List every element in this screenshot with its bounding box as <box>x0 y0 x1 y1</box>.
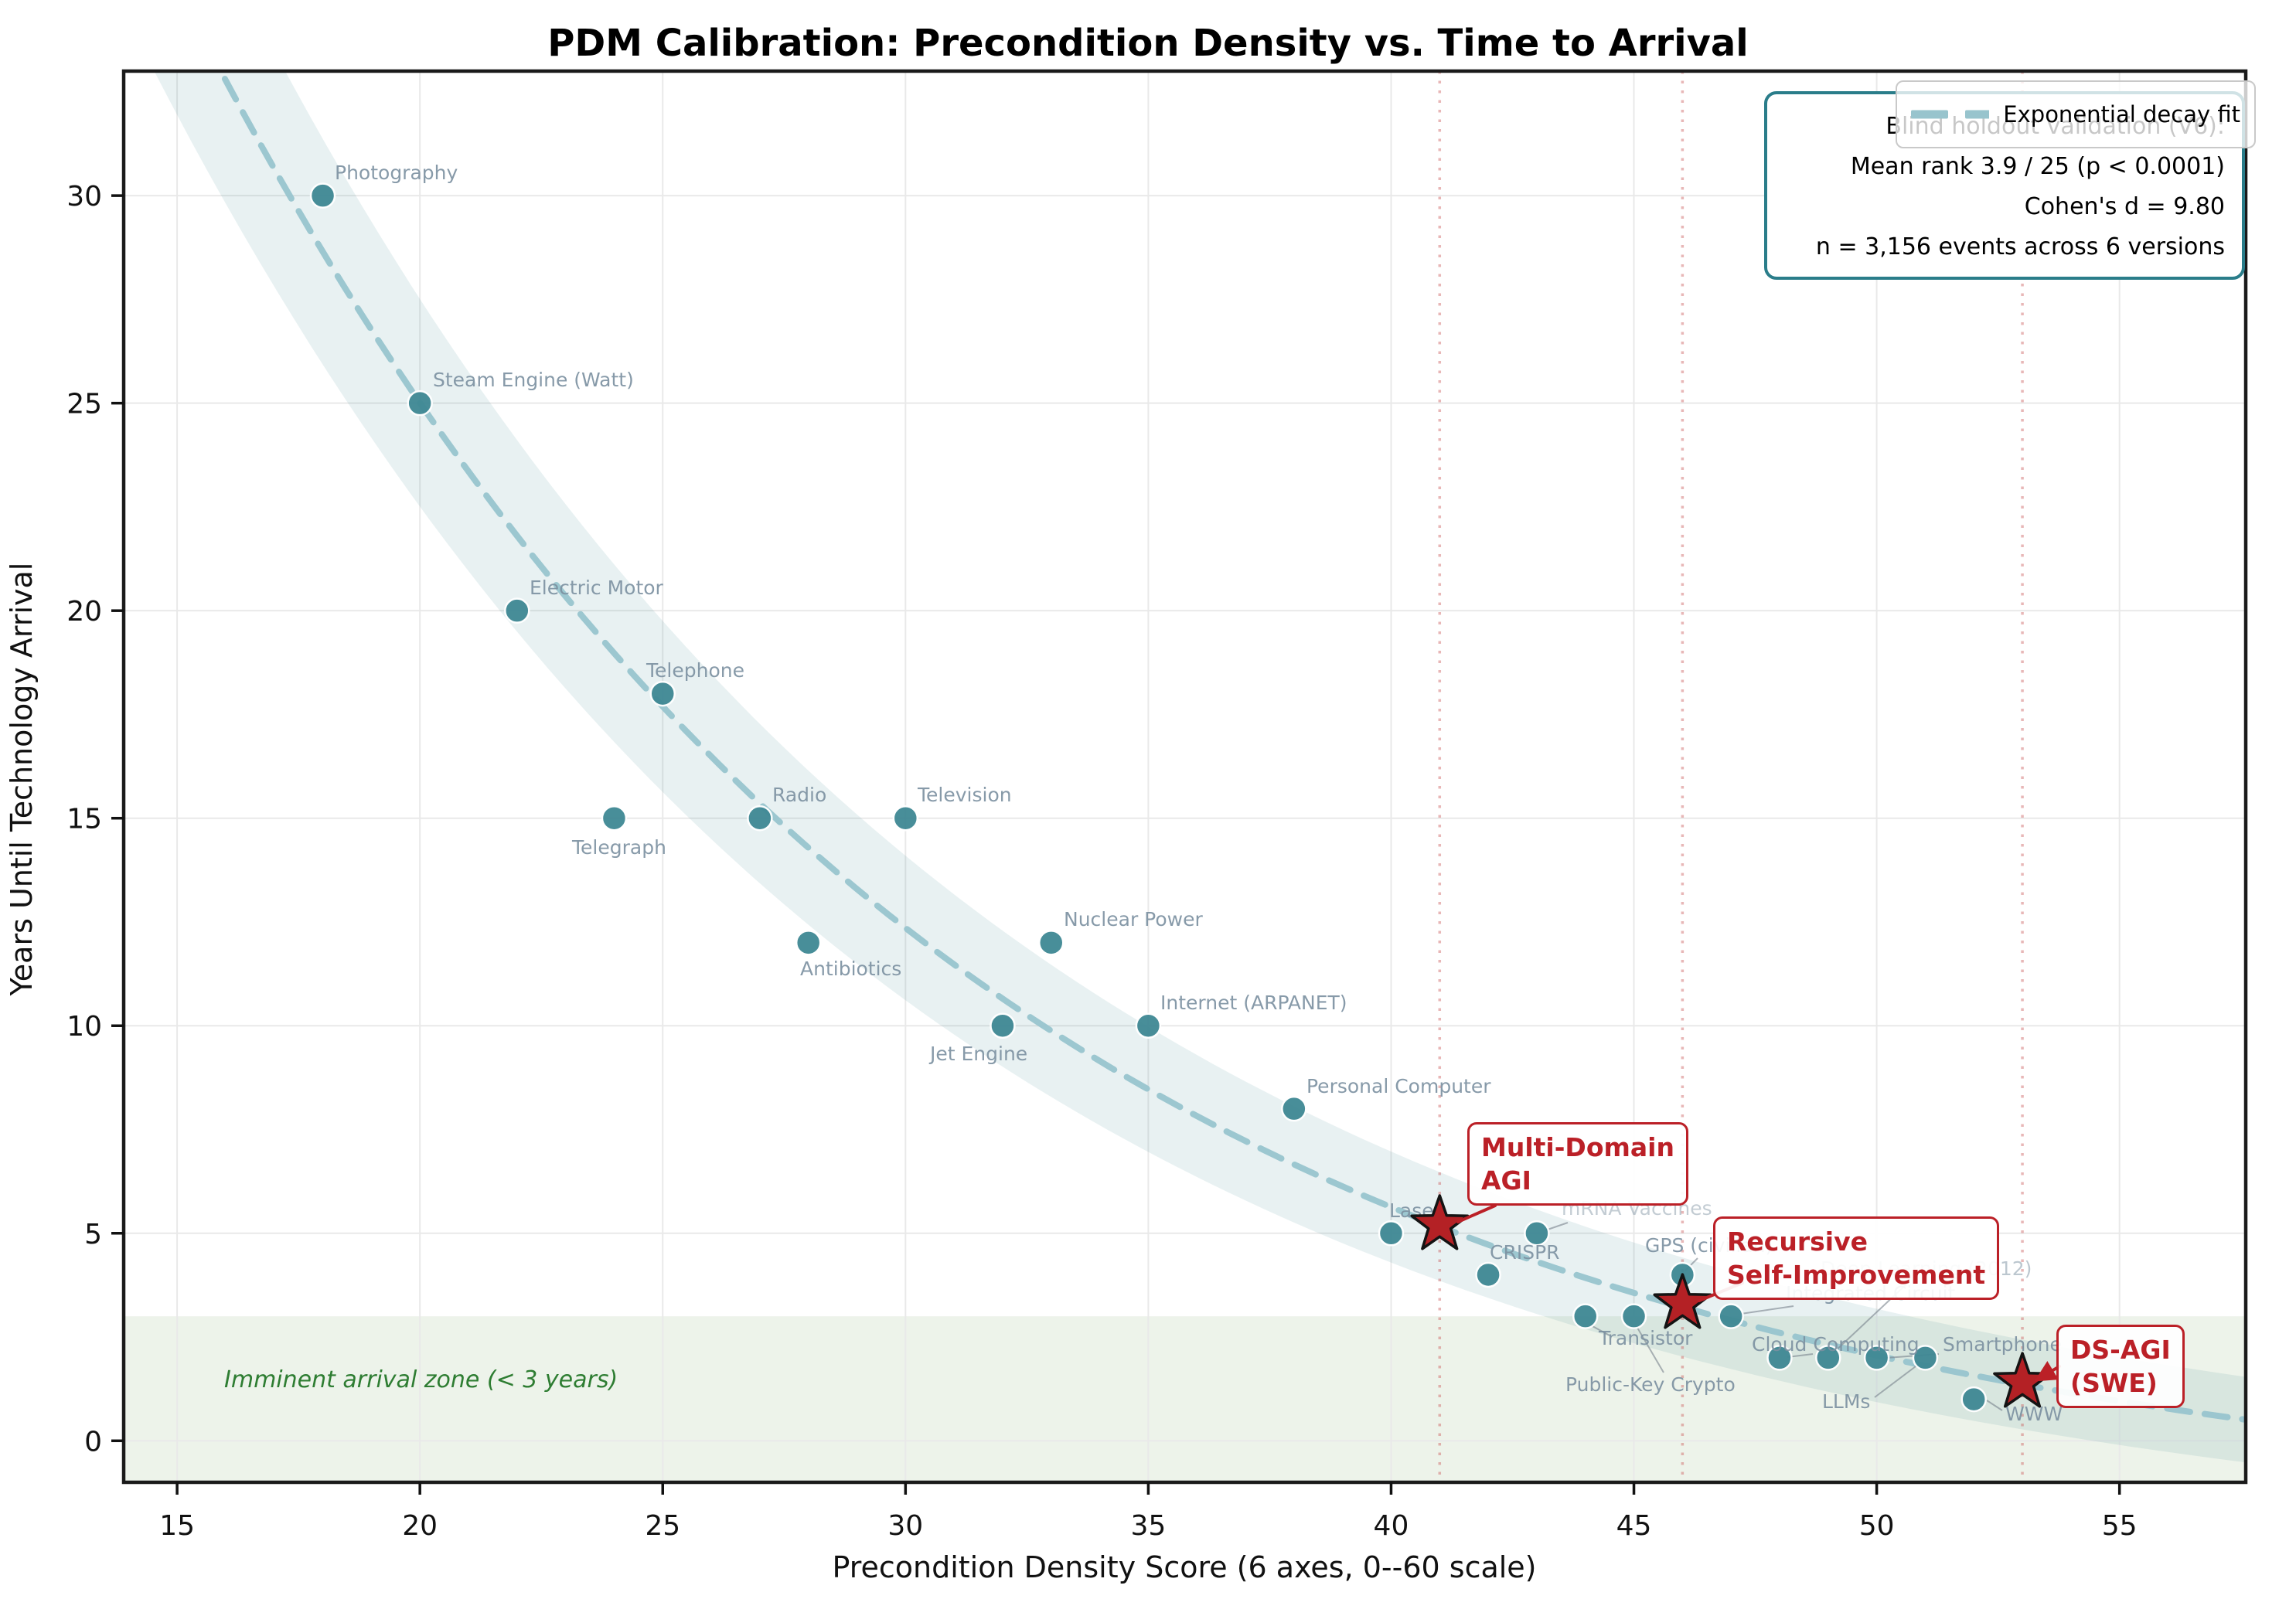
tick-label: 45 <box>1616 1510 1652 1542</box>
tick-label: 30 <box>66 181 102 213</box>
data-point-mrna-vaccines <box>1524 1220 1550 1247</box>
point-label: CRISPR <box>1490 1241 1560 1264</box>
data-point-nuclear-power <box>1038 930 1065 956</box>
tick-label: 20 <box>402 1510 438 1542</box>
label-leader-line <box>1874 1363 1920 1398</box>
annotation-multi-domain-agi: Multi-Domain AGI <box>1467 1122 1688 1206</box>
fit-confidence-band <box>154 71 2246 1463</box>
point-label: Internet (ARPANET) <box>1160 992 1347 1014</box>
data-point-television <box>892 805 919 832</box>
fit-curve <box>217 71 2246 1424</box>
plot-border <box>121 69 2248 1485</box>
label-leader-line <box>1740 1305 1794 1315</box>
tick-label: 15 <box>159 1510 195 1542</box>
imminent-zone-label: Imminent arrival zone (< 3 years) <box>224 1366 618 1393</box>
tick-label: 55 <box>2102 1510 2138 1542</box>
legend: Exponential decay fit <box>1896 80 2256 148</box>
data-point-photography <box>309 182 336 209</box>
x-axis-label: Precondition Density Score (6 axes, 0--6… <box>832 1550 1537 1584</box>
tick-label: 10 <box>66 1011 102 1043</box>
annotation-line: AGI <box>1481 1165 1531 1196</box>
annotation-line: Recursive <box>1727 1226 1868 1257</box>
annotation-recursive-self-improvement: Recursive Self-Improvement <box>1713 1216 2000 1300</box>
data-point-crispr <box>1475 1261 1501 1288</box>
data-point-laser <box>1378 1220 1405 1247</box>
tick-label: 50 <box>1859 1510 1895 1542</box>
annotation-leader-line <box>2034 1361 2061 1382</box>
annotation-line: DS-AGI <box>2070 1335 2171 1365</box>
data-point-telegraph <box>601 805 628 832</box>
point-label: Public-Key Crypto <box>1565 1373 1736 1396</box>
label-leader-line <box>1592 1325 1610 1336</box>
stats-line-mean-rank: Mean rank 3.9 / 25 (p < 0.0001) <box>1850 153 2225 180</box>
prediction-star-multi-domain-agi <box>1410 1194 1470 1250</box>
data-point-cloud-computing <box>1766 1345 1793 1371</box>
point-label: Telegraph <box>571 836 666 859</box>
data-point-smartphone <box>1863 1345 1890 1371</box>
data-point-antibiotics <box>795 930 822 956</box>
point-label: Nuclear Power <box>1064 908 1203 930</box>
imminent-arrival-zone <box>124 1316 2246 1482</box>
tick-label: 0 <box>84 1426 102 1458</box>
tick-label: 30 <box>887 1510 923 1542</box>
y-axis-label: Years Until Technology Arrival <box>5 562 39 996</box>
legend-entry-fit: Exponential decay fit <box>2003 101 2240 128</box>
point-label: Antibiotics <box>800 958 901 980</box>
point-label: Transistor <box>1598 1327 1693 1349</box>
data-point-www <box>1960 1386 1987 1413</box>
point-label: WWW <box>2005 1403 2063 1425</box>
data-point-deep-learning-2012- <box>1815 1345 1841 1371</box>
point-label: Photography <box>335 162 458 184</box>
tick-label: 40 <box>1374 1510 1409 1542</box>
data-point-integrated-circuit <box>1718 1303 1744 1329</box>
point-label: Television <box>917 784 1012 806</box>
stats-line-cohens-d: Cohen's d = 9.80 <box>2024 193 2225 220</box>
data-point-public-key-crypto <box>1620 1303 1647 1329</box>
data-point-personal-computer <box>1281 1095 1307 1122</box>
data-point-jet-engine <box>990 1012 1016 1039</box>
stats-line-n-events: n = 3,156 events across 6 versions <box>1815 233 2225 260</box>
point-label: Smartphone <box>1943 1333 2062 1356</box>
data-point-telephone <box>649 680 676 707</box>
data-point-radio <box>747 805 773 832</box>
tick-label: 5 <box>84 1219 102 1250</box>
annotation-leader-line <box>1456 1204 1497 1223</box>
data-point-electric-motor <box>504 597 530 624</box>
annotation-line: Self-Improvement <box>1727 1260 1986 1290</box>
tick-label: 20 <box>66 596 102 628</box>
label-leader-line <box>1637 1327 1664 1373</box>
page-title: PDM Calibration: Precondition Density vs… <box>547 22 1749 65</box>
point-label: Radio <box>772 784 826 806</box>
annotation-ds-agi-swe: DS-AGI (SWE) <box>2056 1325 2185 1408</box>
tick-label: 15 <box>66 804 102 835</box>
tick-label: 25 <box>66 389 102 420</box>
dashed-line-icon <box>1911 110 1990 119</box>
point-label: Steam Engine (Watt) <box>433 369 634 391</box>
annotation-line: Multi-Domain <box>1481 1132 1674 1162</box>
point-label: Electric Motor <box>530 577 664 599</box>
tick-label: 25 <box>645 1510 680 1542</box>
point-label: Cloud Computing <box>1752 1333 1920 1356</box>
point-label: Jet Engine <box>928 1043 1027 1065</box>
data-point-steam-engine-watt- <box>407 390 433 417</box>
point-label: LLMs <box>1822 1390 1870 1413</box>
tick-label: 35 <box>1130 1510 1166 1542</box>
data-point-llms <box>1912 1345 1939 1371</box>
prediction-star-recursive-self-improvement <box>1653 1273 1712 1329</box>
data-point-transistor <box>1572 1303 1599 1329</box>
label-leader-line <box>1545 1222 1569 1231</box>
point-label: Telephone <box>646 659 744 682</box>
annotation-line: (SWE) <box>2070 1368 2158 1398</box>
point-label: Personal Computer <box>1306 1075 1491 1097</box>
label-leader-line <box>1986 1400 2003 1411</box>
data-point-internet-arpanet- <box>1135 1012 1162 1039</box>
